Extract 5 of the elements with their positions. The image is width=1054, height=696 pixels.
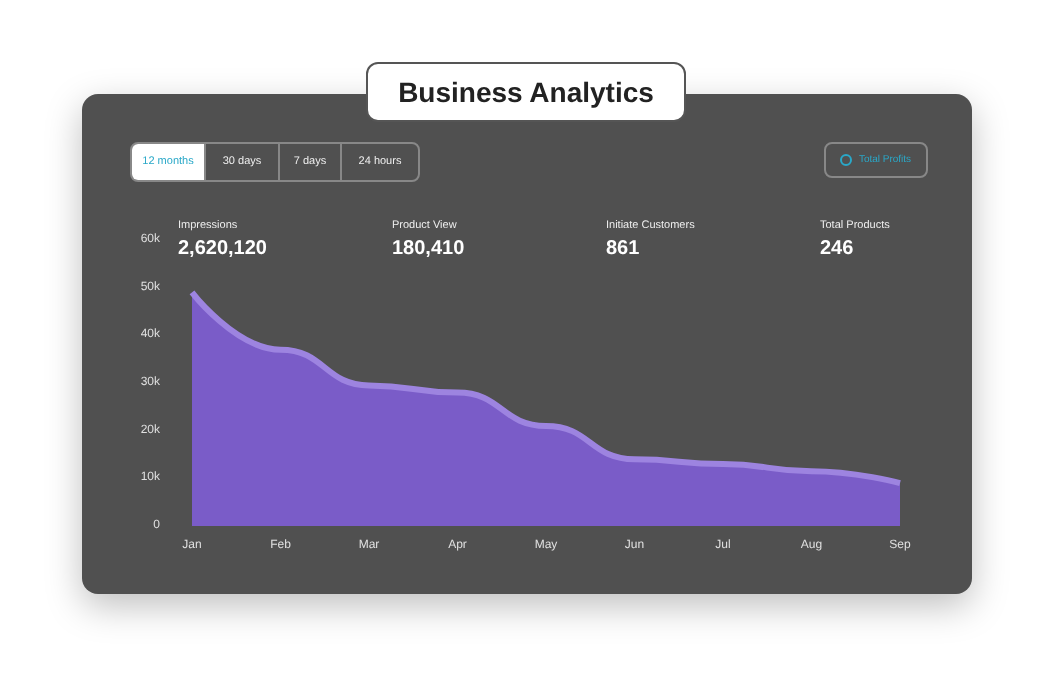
annotation: 861 [606,238,642,260]
annotation: 246 [820,238,856,260]
chart-title: Business Analytics [366,62,686,122]
annotation: 180,410 [392,238,465,260]
annotation: 2,620,120 [178,238,267,260]
